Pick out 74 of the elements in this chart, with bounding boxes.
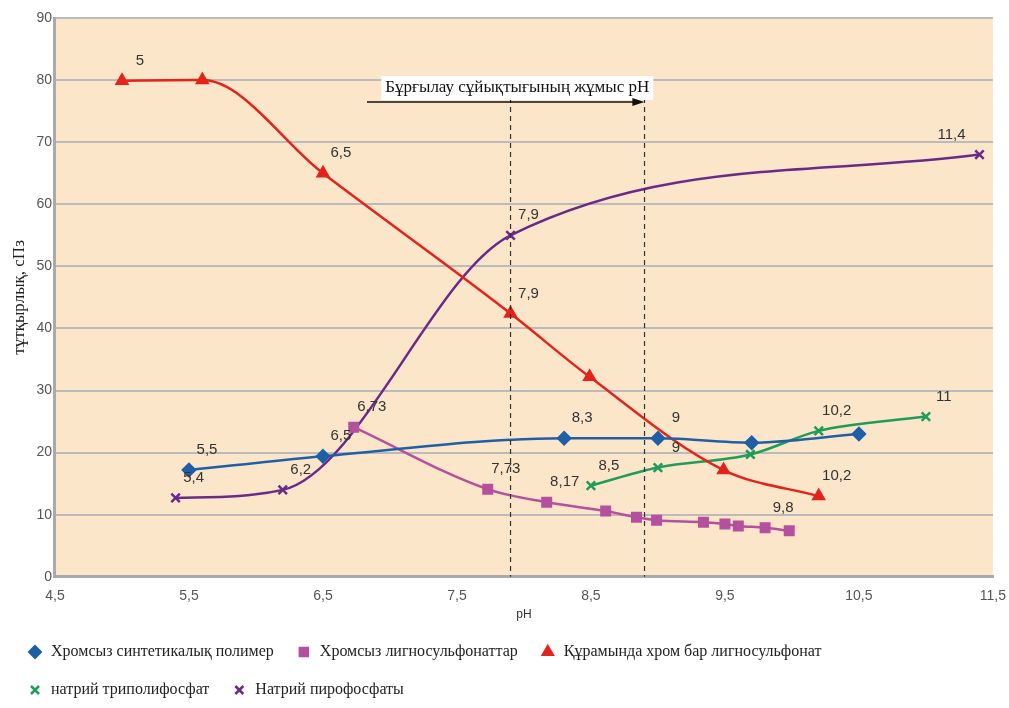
annotation: Бұрғылау сұйықтығының жұмыс pH [385,77,650,97]
x-tick-label: 4,5 [45,587,65,604]
point [697,516,709,528]
y-tick-label: 50 [36,257,53,274]
point [541,496,553,508]
y-tick-label: 60 [36,195,53,212]
annotation: 10,2 [822,466,852,484]
point [505,229,517,241]
annotation: 9 [671,408,681,426]
point [556,431,572,446]
annotation: 11,4 [937,124,966,142]
annotation: 8,3 [571,408,593,426]
point [195,72,209,85]
y-tick-label: 30 [36,381,53,398]
annotation: 7,9 [518,283,539,301]
point [115,73,129,85]
y-tick-label: 90 [36,8,53,25]
point [650,431,666,446]
point [920,411,932,423]
annotation: 5,5 [196,440,218,458]
point [717,462,731,475]
point [851,426,867,442]
point [744,435,759,450]
y-tick-label: 0 [44,567,53,584]
annotation: 9 [671,437,681,455]
y-tick-label: 80 [36,70,53,87]
point [651,514,663,526]
x-tick-label: 7,5 [447,587,467,604]
point [585,480,597,492]
x-tick-label: 10,5 [845,587,873,604]
annotation: 7,73 [491,459,521,477]
x-tick-label: 9,5 [715,587,735,604]
annotation: 11 [936,386,952,404]
point [732,520,744,532]
annotation: 7,9 [518,205,539,223]
annotation: 8,5 [598,455,620,473]
point [630,511,642,523]
legend-label: натрий триполифосфат [51,680,210,699]
annotation: 6,2 [290,460,312,478]
legend-label: Құрамында хром бар лигносульфонат [563,642,822,661]
annotation: 9,8 [772,497,794,515]
annotation: 8,17 [550,472,580,490]
annotation: 5,4 [183,468,204,486]
y-tick-label: 20 [36,443,53,460]
point [744,448,756,460]
x-axis-title: pH [516,607,532,622]
point [482,483,494,495]
point [316,165,330,178]
point [315,449,331,464]
annotation: 10,2 [822,401,852,419]
y-tick-label: 10 [36,505,53,522]
x-tick-label: 5,5 [179,587,199,604]
point [974,149,985,161]
x-tick-label: 6,5 [313,587,333,604]
point [652,462,664,474]
point [813,425,825,437]
point [583,369,597,382]
y-axis-title: тұтқырлық, сПз [8,239,28,355]
point [277,484,289,496]
legend-label: Хромсыз синтетикалық полимер [51,642,274,661]
point [719,518,731,530]
point [600,505,612,517]
annotation: 5 [135,50,145,68]
legend-label: Хромсыз лигносульфонаттар [319,642,518,661]
annotation: 6,5 [330,143,352,161]
point [812,488,826,501]
point [759,522,771,534]
point [170,492,182,504]
y-tick-label: 70 [36,133,53,150]
point [783,525,795,537]
x-tick-label: 11,5 [979,587,1007,604]
legend-label: Натрий пирофосфаты [255,680,405,699]
y-tick-label: 40 [36,319,53,336]
x-tick-label: 8,5 [581,587,601,604]
